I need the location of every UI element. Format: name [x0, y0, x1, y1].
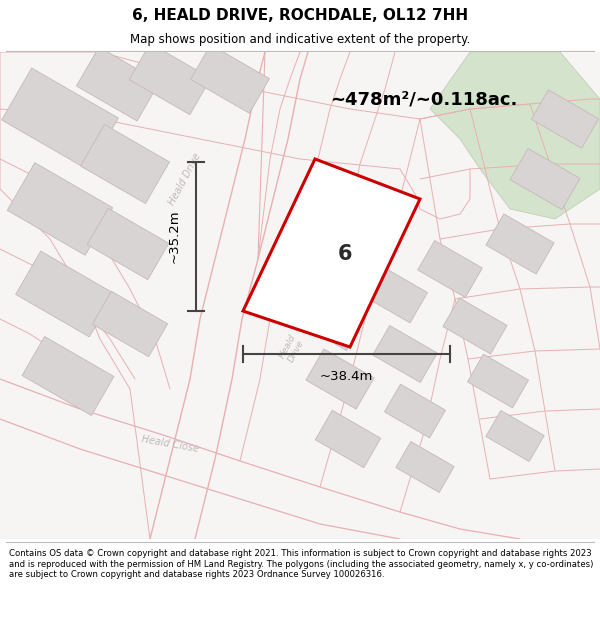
Polygon shape: [80, 124, 169, 204]
Polygon shape: [306, 349, 374, 409]
Polygon shape: [16, 251, 115, 337]
Text: Map shows position and indicative extent of the property.: Map shows position and indicative extent…: [130, 32, 470, 46]
Polygon shape: [486, 214, 554, 274]
Polygon shape: [0, 52, 600, 539]
Text: ~478m²/~0.118ac.: ~478m²/~0.118ac.: [330, 90, 517, 108]
Text: Heald
Drive: Heald Drive: [277, 333, 307, 365]
Polygon shape: [315, 410, 381, 468]
Polygon shape: [373, 326, 437, 382]
Polygon shape: [92, 291, 167, 357]
Polygon shape: [396, 441, 454, 493]
Polygon shape: [129, 43, 211, 114]
Polygon shape: [295, 288, 365, 351]
Text: 6, HEALD DRIVE, ROCHDALE, OL12 7HH: 6, HEALD DRIVE, ROCHDALE, OL12 7HH: [132, 8, 468, 23]
Polygon shape: [430, 52, 600, 219]
Polygon shape: [362, 265, 428, 323]
Polygon shape: [385, 384, 446, 438]
Polygon shape: [76, 47, 160, 121]
Text: 6: 6: [338, 244, 352, 264]
Polygon shape: [22, 336, 114, 416]
Polygon shape: [2, 68, 118, 170]
Text: Heald Close: Heald Close: [140, 434, 199, 454]
Polygon shape: [467, 354, 529, 408]
Text: Heald Drive: Heald Drive: [167, 151, 203, 207]
Polygon shape: [7, 162, 113, 256]
Polygon shape: [532, 90, 599, 148]
Text: Contains OS data © Crown copyright and database right 2021. This information is : Contains OS data © Crown copyright and d…: [9, 549, 593, 579]
Polygon shape: [486, 411, 544, 461]
Polygon shape: [87, 208, 169, 279]
Polygon shape: [243, 159, 420, 347]
Text: ~38.4m: ~38.4m: [320, 369, 373, 382]
Polygon shape: [443, 298, 507, 354]
Polygon shape: [418, 241, 482, 298]
Polygon shape: [510, 148, 580, 209]
Text: ~35.2m: ~35.2m: [167, 210, 181, 263]
Polygon shape: [191, 44, 269, 113]
